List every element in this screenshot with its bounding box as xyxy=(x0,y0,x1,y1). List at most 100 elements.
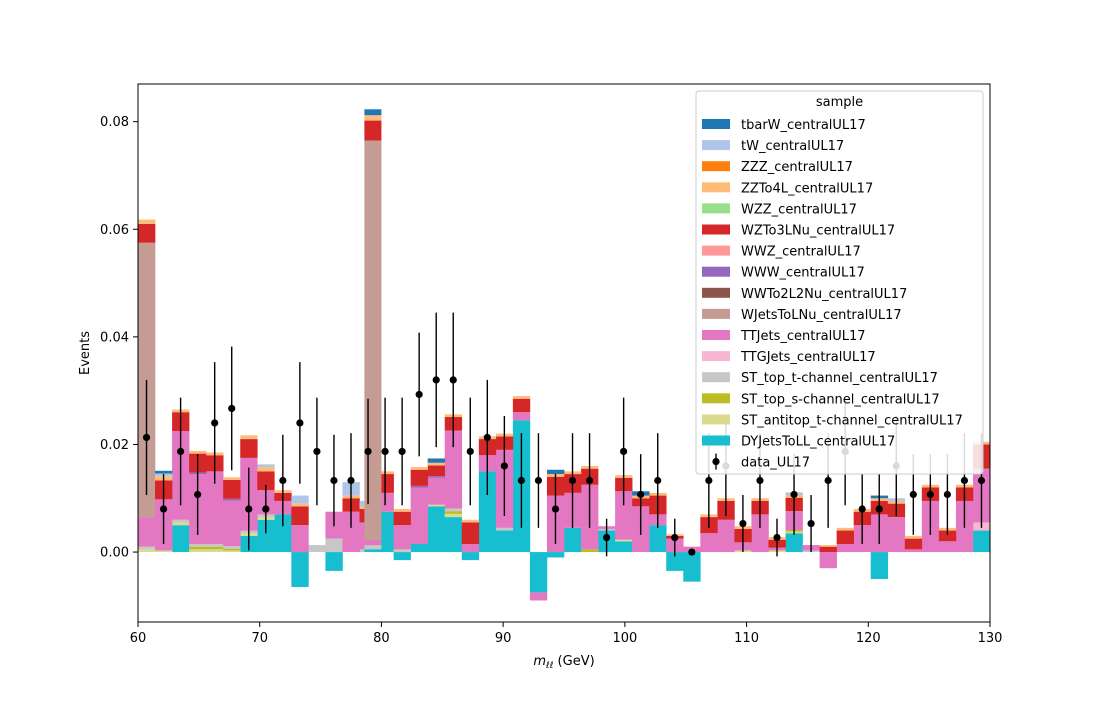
bar-peak-79 xyxy=(364,540,382,546)
bar-zzto4l-centralul17 xyxy=(461,519,480,523)
bar-dyjetstoll-centralul17 xyxy=(683,552,701,582)
data-point xyxy=(159,505,168,513)
bar-zzto4l-centralul17 xyxy=(836,527,854,531)
bar-ttjets-centralul17 xyxy=(206,471,224,544)
legend-label: WZZ_centralUL17 xyxy=(741,202,857,217)
data-point xyxy=(415,390,423,399)
data-point xyxy=(194,490,202,499)
bar-tbarw-centralul17 xyxy=(546,469,565,475)
bar-dyjetstoll-centralul17 xyxy=(274,514,292,553)
x-tick-label: 130 xyxy=(978,631,1003,646)
bar-tw-centralul17 xyxy=(257,464,275,468)
bar-dyjetstoll-centralul17 xyxy=(785,533,803,553)
legend-swatch xyxy=(702,351,730,362)
legend-swatch xyxy=(702,435,730,446)
bar-dyjetstoll-centralul17 xyxy=(325,552,343,571)
data-point xyxy=(551,505,560,513)
legend: sample tbarW_centralUL17 tW_centralUL17 ZZZ… xyxy=(695,90,984,475)
y-tick-label: 0.00 xyxy=(100,546,129,561)
bar-ttjets-centralul17 xyxy=(700,533,718,553)
bar-wzto3lnu-centralul17 xyxy=(410,469,428,486)
bar-dyjetstoll-centralul17 xyxy=(461,552,480,561)
legend-label: tW_centralUL17 xyxy=(741,139,844,154)
data-point xyxy=(807,519,815,528)
data-point xyxy=(177,447,185,456)
legend-label: ST_antitop_t-channel_centralUL17 xyxy=(741,413,963,428)
bar-zzto4l-centralul17 xyxy=(291,503,309,507)
bar-www-centralul17 xyxy=(410,485,428,488)
bar-www-centralul17 xyxy=(223,498,241,501)
legend-swatch xyxy=(702,372,730,383)
bar-dyjetstoll-centralul17 xyxy=(172,525,190,553)
bar-ttjets-centralul17 xyxy=(410,487,428,544)
bar-wzto3lnu-centralul17 xyxy=(291,506,309,526)
legend-label: TTGJets_centralUL17 xyxy=(740,350,876,365)
bar-st-top-s-channel-centralul17 xyxy=(223,548,241,551)
bar-zzto4l-centralul17 xyxy=(240,435,258,440)
bar-st-antitop-t-channel-centralul17 xyxy=(444,513,463,518)
y-tick-label: 0.06 xyxy=(100,223,129,238)
bar-dyjetstoll-centralul17 xyxy=(546,552,565,558)
legend-data-marker xyxy=(712,458,720,466)
data-point xyxy=(790,490,798,499)
bar-st-antitop-t-channel-centralul17 xyxy=(172,522,190,526)
bar-dyjetstoll-centralul17 xyxy=(410,543,428,553)
bar-ttjets-centralul17 xyxy=(938,541,957,553)
bar-st-antitop-t-channel-centralul17 xyxy=(138,549,156,553)
bar-ttjets-centralul17 xyxy=(904,549,923,553)
data-point xyxy=(398,447,406,456)
legend-swatch xyxy=(702,287,730,298)
data-point xyxy=(466,447,474,456)
bar-zzto4l-centralul17 xyxy=(189,450,207,454)
legend-label: TTJets_centralUL17 xyxy=(740,329,866,344)
legend-swatch xyxy=(702,414,730,425)
bar-ttjets-centralul17 xyxy=(138,517,156,547)
bar-dyjetstoll-centralul17 xyxy=(529,552,548,593)
x-tick-label: 70 xyxy=(251,631,268,646)
bar-zzto4l-centralul17 xyxy=(223,477,241,480)
data-point xyxy=(449,376,457,384)
bar-st-top-s-channel-centralul17 xyxy=(206,546,224,550)
legend-swatch xyxy=(702,330,730,340)
data-point xyxy=(603,533,611,542)
data-point xyxy=(347,476,355,485)
bar-zzto4l-centralul17 xyxy=(512,396,531,399)
bar-wzto3lnu-centralul17 xyxy=(427,465,446,477)
data-point xyxy=(671,533,679,542)
bar-ttjets-centralul17 xyxy=(444,430,463,509)
data-point xyxy=(517,476,526,485)
bar-st-top-t-channel-centralul17 xyxy=(393,549,411,553)
legend-label: WWZ_centralUL17 xyxy=(741,245,861,260)
x-tick-label: 110 xyxy=(734,631,759,646)
legend-label: data_UL17 xyxy=(741,456,810,471)
bar-st-antitop-t-channel-centralul17 xyxy=(223,550,241,553)
legend-label: DYJetsToLL_centralUL17 xyxy=(741,435,895,450)
legend-label: WWW_centralUL17 xyxy=(741,266,865,281)
bar-wzto3lnu-centralul17 xyxy=(836,530,854,544)
bar-wzto3lnu-centralul17 xyxy=(223,479,241,499)
data-point xyxy=(773,533,781,542)
bar-dyjetstoll-centralul17 xyxy=(615,541,633,553)
data-point xyxy=(432,376,440,384)
bar-ttjets-centralul17 xyxy=(836,543,854,553)
legend-title: sample xyxy=(816,95,863,110)
bar-ttjets-centralul17 xyxy=(887,517,906,553)
bar-dyjetstoll-centralul17 xyxy=(564,527,582,553)
bar-zzto4l-centralul17 xyxy=(257,467,275,472)
bar-st-antitop-t-channel-centralul17 xyxy=(615,539,633,542)
bar-ttjets-centralul17 xyxy=(615,491,633,540)
bar-zzto4l-centralul17 xyxy=(138,219,156,224)
bar-ttjets-centralul17 xyxy=(291,525,309,553)
data-point xyxy=(705,476,713,485)
y-tick-label: 0.02 xyxy=(100,438,129,453)
bar-peak-79 xyxy=(364,120,382,141)
bar-st-top-t-channel-centralul17 xyxy=(325,538,343,553)
data-point xyxy=(620,447,628,456)
bar-peak-79 xyxy=(364,549,382,553)
bar-st-top-t-channel-centralul17 xyxy=(206,543,224,547)
data-point xyxy=(824,476,832,485)
bar-wzto3lnu-centralul17 xyxy=(512,398,531,413)
bar-wzto3lnu-centralul17 xyxy=(393,511,411,526)
legend-swatch xyxy=(702,266,730,277)
